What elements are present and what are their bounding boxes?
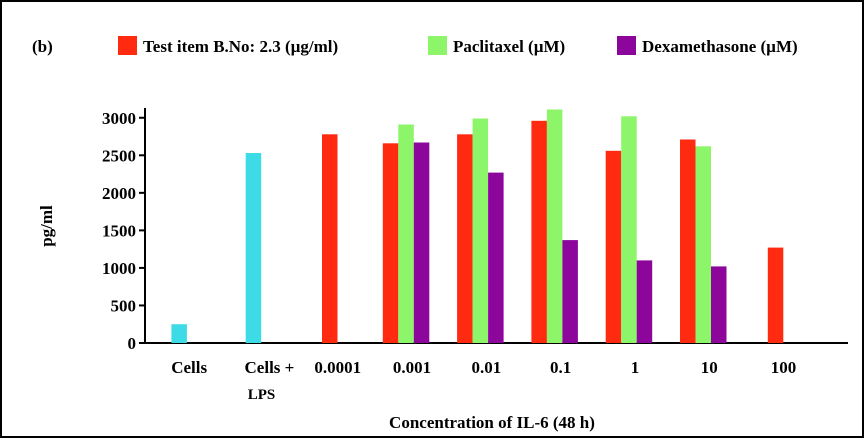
bar [413,142,430,343]
panel-label: (b) [32,37,53,56]
bar [621,116,637,343]
bar [605,150,622,343]
bar [322,134,338,343]
bar [382,143,399,343]
bar [767,247,784,343]
x-tick-label: 100 [771,358,797,377]
x-axis: Cells Cells + LPS 0.0001 0.001 0.01 0.1 1 10 100 [144,342,848,403]
legend-swatch [617,36,636,55]
y-tick-label: 500 [111,296,137,315]
bar [680,139,696,343]
x-tick-label-line2: LPS [248,387,276,403]
legend: Test item B.No: 2.3 (µg/ml) Paclitaxel (µ… [118,36,798,56]
x-tick-label: 0.001 [393,358,431,377]
x-tick-label: Cells [171,358,207,377]
y-tick-label: 2000 [102,184,136,203]
y-tick-label: 3000 [102,109,136,128]
bar [636,260,653,343]
y-tick-label: 0 [128,334,137,353]
x-tick-label: 10 [701,358,718,377]
y-tick-label: 1500 [102,221,136,240]
bar [562,240,578,343]
x-axis-label: Concentration of IL-6 (48 h) [389,413,595,432]
legend-swatch [118,36,137,55]
bar [531,120,547,343]
x-tick-label: 0.01 [471,358,501,377]
y-axis: 0 500 1000 1500 2000 2500 3000 [102,108,146,353]
x-tick-label: 1 [631,358,640,377]
legend-label: Paclitaxel (µM) [453,37,565,56]
bar [711,266,727,343]
legend-swatch [428,36,447,55]
y-tick-label: 2500 [102,146,136,165]
legend-label: Test item B.No: 2.3 (µg/ml) [143,37,338,56]
x-tick-label: Cells + [245,358,295,377]
bar [695,146,711,343]
bar [546,109,563,343]
bar [472,118,489,343]
bar [398,124,414,343]
bar [457,134,473,343]
x-tick-label: 0.1 [550,358,571,377]
bar [245,153,262,343]
y-axis-label: pg/ml [37,205,56,247]
bars [171,109,784,343]
bar [488,172,504,343]
legend-label: Dexamethasone (µM) [642,37,798,56]
x-tick-label: 0.0001 [314,358,361,377]
bar [171,324,187,343]
y-tick-label: 1000 [102,259,136,278]
